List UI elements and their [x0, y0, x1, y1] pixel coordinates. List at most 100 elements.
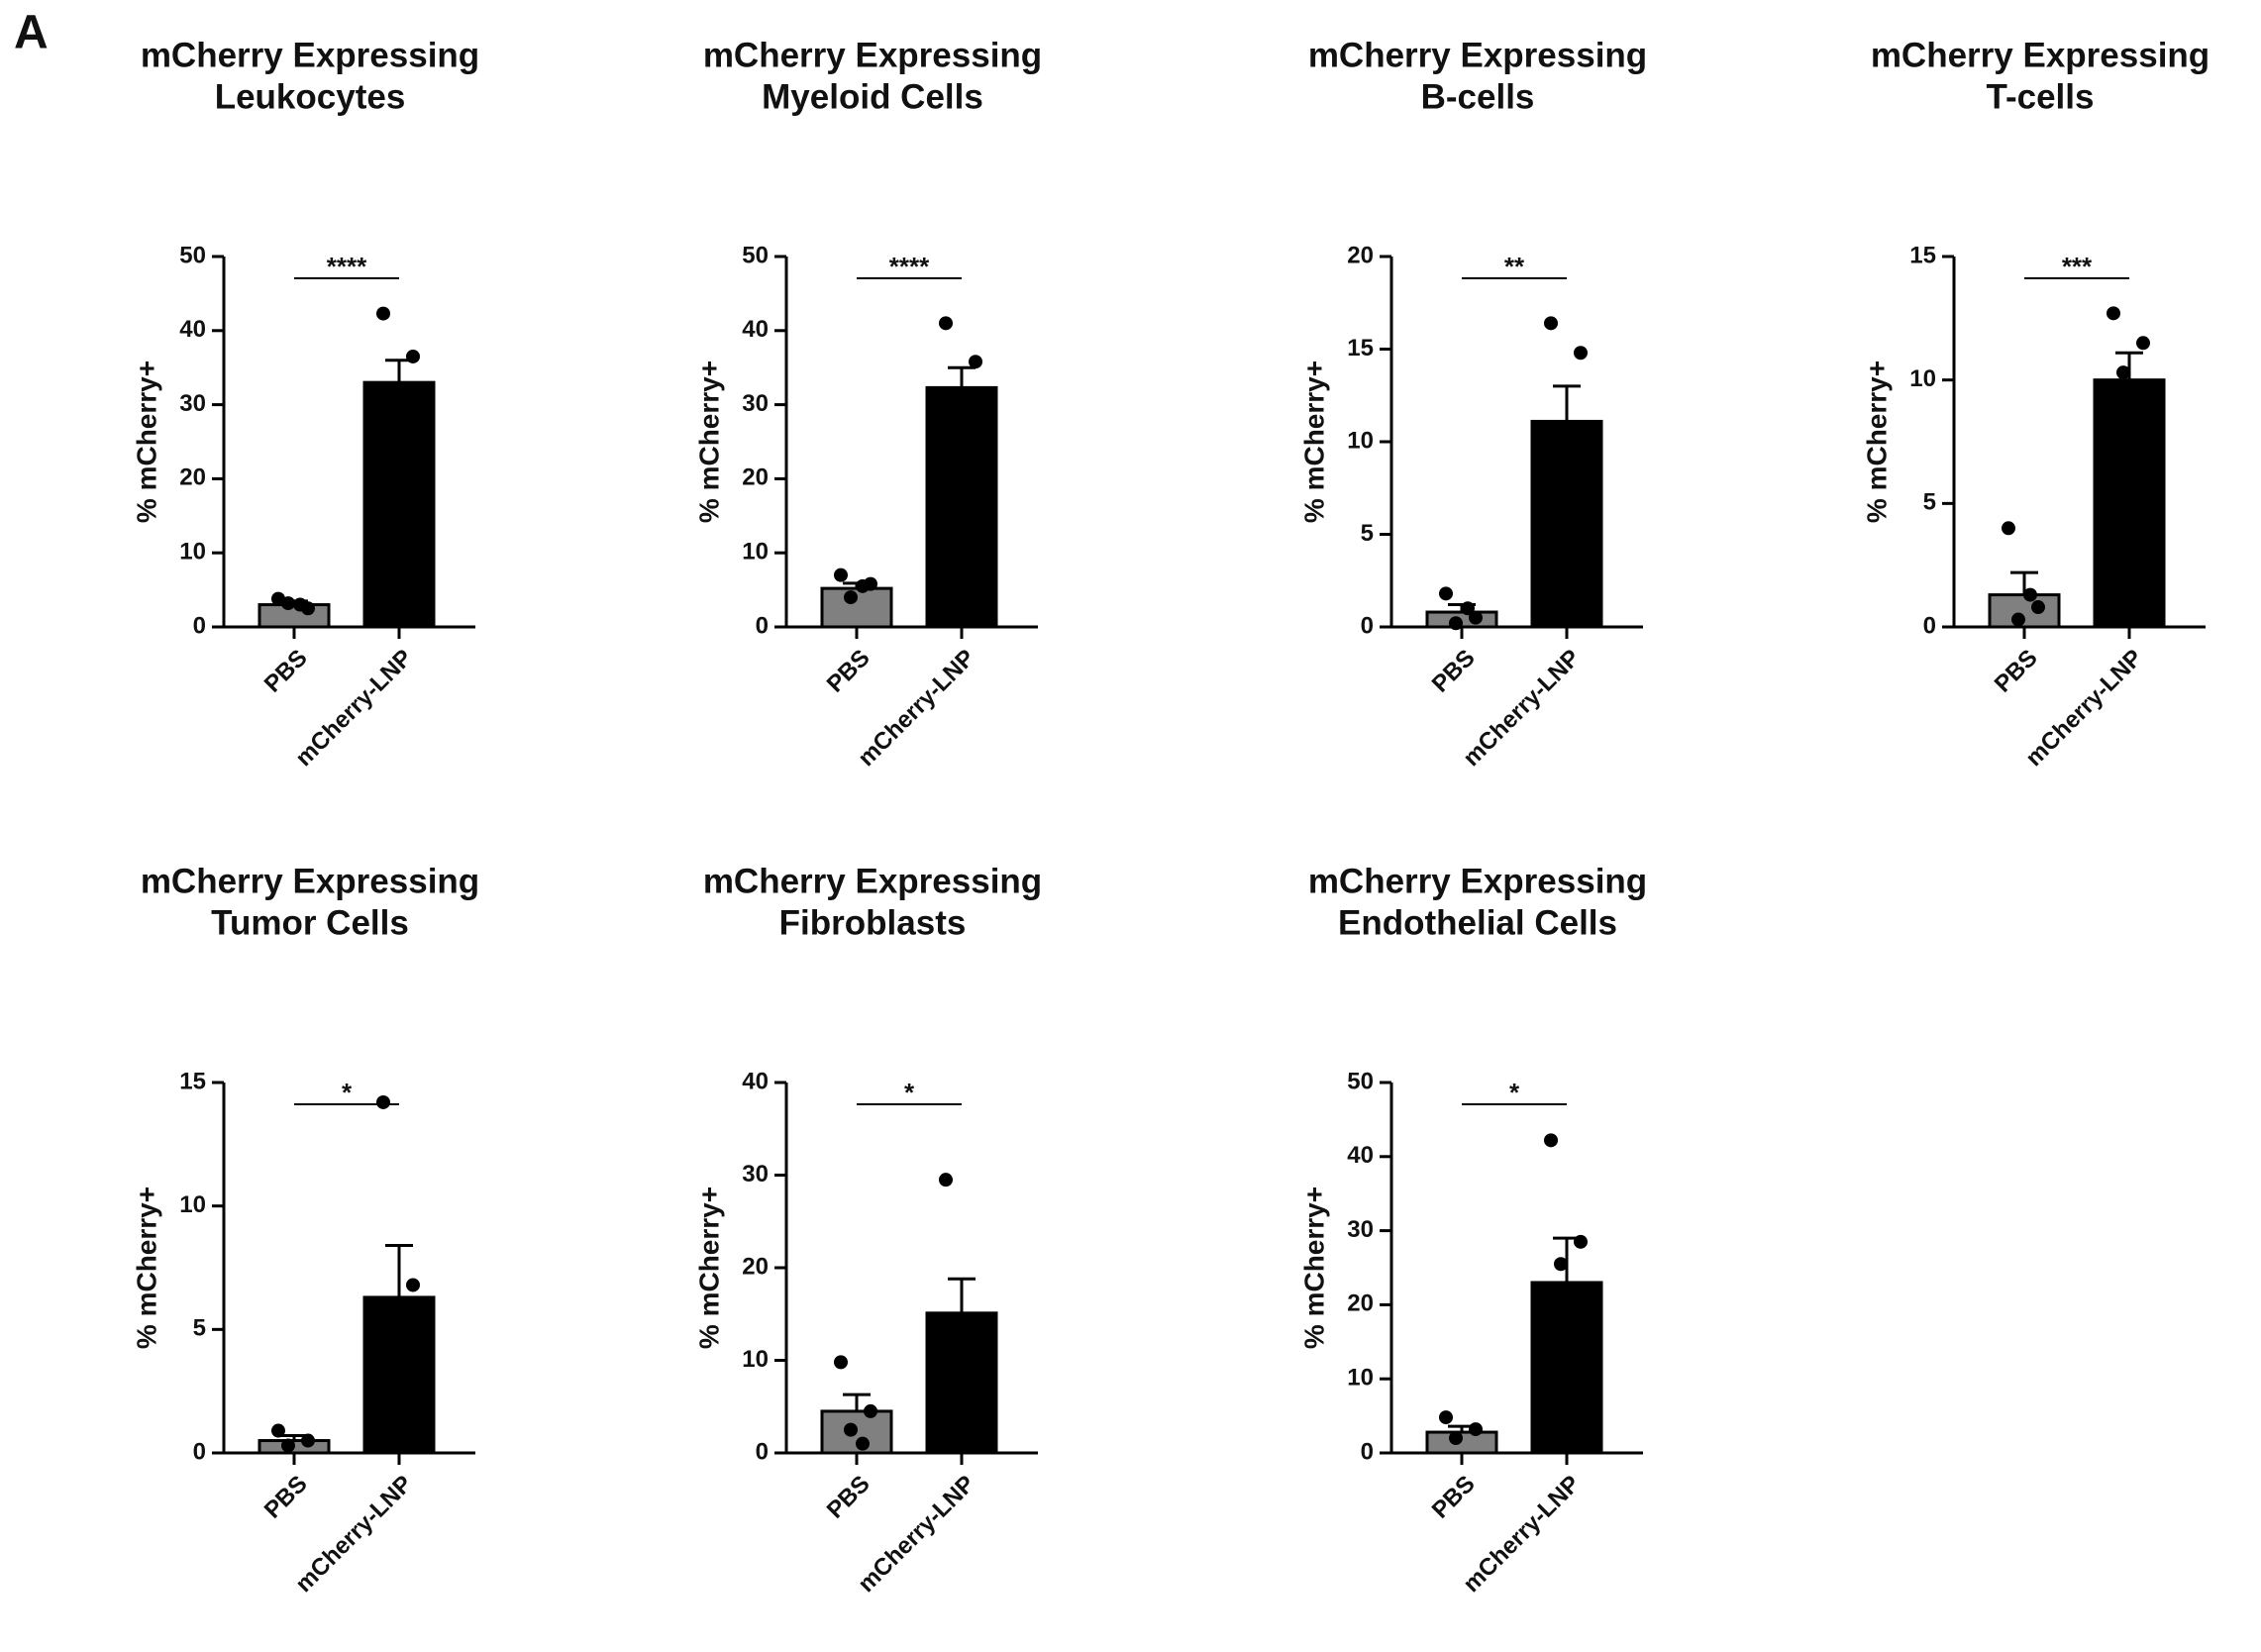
error-bar: [843, 1393, 871, 1411]
data-point: [2116, 365, 2130, 380]
y-tick-label: 30: [742, 390, 769, 417]
data-point: [2107, 306, 2120, 321]
y-axis-label: % mCherry+: [693, 361, 724, 523]
chart-title: mCherry Expressing: [141, 36, 479, 74]
significance-label: ****: [889, 252, 930, 281]
x-tick-label: PBS: [259, 1471, 313, 1524]
data-point: [2002, 521, 2015, 536]
data-point: [281, 596, 295, 611]
y-tick-label: 10: [179, 539, 206, 566]
y-tick-label: 5: [1923, 489, 1936, 516]
chart-title: mCherry Expressing: [703, 36, 1042, 74]
data-point: [844, 1422, 858, 1437]
data-point: [2136, 336, 2150, 351]
y-tick-label: 50: [742, 242, 769, 268]
y-tick-label: 10: [1347, 1365, 1374, 1392]
chart-title: mCherry Expressing: [1308, 36, 1647, 74]
y-tick-label: 50: [179, 242, 206, 268]
y-tick-label: 40: [1347, 1142, 1374, 1169]
y-tick-label: 10: [179, 1191, 206, 1218]
y-tick-label: 20: [179, 465, 206, 491]
y-tick-label: 15: [1909, 242, 1936, 268]
y-tick-label: 5: [1361, 520, 1374, 547]
data-point: [834, 568, 848, 582]
y-axis-label: % mCherry+: [1298, 361, 1329, 523]
y-tick-label: 20: [1347, 242, 1374, 268]
data-point: [1574, 346, 1588, 361]
data-point: [939, 316, 953, 331]
data-point: [856, 1436, 870, 1451]
data-point: [2011, 612, 2025, 627]
y-tick-label: 0: [756, 612, 769, 639]
data-point: [834, 1355, 848, 1370]
y-axis-label: % mCherry+: [131, 361, 161, 523]
significance-label: **: [1504, 252, 1525, 281]
y-tick-label: 0: [1923, 612, 1936, 639]
data-point: [2023, 587, 2037, 602]
data-point: [1439, 1410, 1453, 1425]
chart-title: Myeloid Cells: [762, 77, 983, 116]
y-axis-label: % mCherry+: [1298, 1187, 1329, 1349]
chart-title: Tumor Cells: [211, 903, 409, 942]
bar: [1530, 419, 1603, 629]
y-tick-label: 20: [1347, 1291, 1374, 1317]
data-point: [1544, 1133, 1558, 1148]
data-point: [969, 355, 982, 369]
bar: [1530, 1281, 1603, 1455]
y-tick-label: 30: [179, 390, 206, 417]
data-point: [1469, 610, 1483, 625]
y-tick-label: 10: [1347, 427, 1374, 454]
error-bar: [1553, 384, 1581, 422]
data-point: [301, 1433, 315, 1448]
data-point: [376, 1094, 390, 1109]
chart-title: Leukocytes: [215, 77, 406, 116]
bar: [2093, 378, 2166, 629]
bar: [925, 1311, 998, 1455]
chart-title: B-cells: [1421, 77, 1535, 116]
chart-title: Fibroblasts: [779, 903, 967, 942]
data-point: [1554, 1257, 1568, 1272]
y-axis-label: % mCherry+: [1861, 361, 1892, 523]
data-point: [856, 578, 870, 593]
error-bar: [948, 1277, 976, 1313]
data-point: [1544, 316, 1558, 331]
data-point: [1461, 601, 1475, 616]
bar: [362, 1295, 436, 1455]
y-tick-label: 30: [742, 1161, 769, 1187]
y-tick-label: 0: [193, 1438, 206, 1465]
y-tick-label: 20: [742, 1253, 769, 1280]
significance-label: ****: [327, 252, 367, 281]
y-tick-label: 10: [1909, 365, 1936, 392]
data-point: [1449, 616, 1463, 631]
x-tick-label: PBS: [1427, 1471, 1481, 1524]
data-point: [2031, 600, 2045, 615]
y-tick-label: 10: [742, 1346, 769, 1373]
y-tick-label: 0: [756, 1438, 769, 1465]
error-bar: [2010, 570, 2038, 595]
data-point: [281, 1438, 295, 1453]
data-point: [1574, 1234, 1588, 1249]
chart-title: mCherry Expressing: [1308, 862, 1647, 900]
y-tick-label: 15: [1347, 335, 1374, 361]
y-axis-label: % mCherry+: [131, 1187, 161, 1349]
data-point: [844, 590, 858, 605]
y-tick-label: 40: [179, 316, 206, 343]
chart-title: T-cells: [1987, 77, 2095, 116]
x-tick-label: PBS: [1990, 645, 2043, 698]
chart-title: mCherry Expressing: [141, 862, 479, 900]
chart-title: mCherry Expressing: [1871, 36, 2210, 74]
significance-label: ***: [2062, 252, 2093, 281]
bar: [925, 385, 998, 629]
data-point: [864, 1403, 877, 1418]
error-bar: [948, 365, 976, 388]
error-bar: [385, 359, 413, 383]
y-tick-label: 20: [742, 465, 769, 491]
y-tick-label: 0: [1361, 612, 1374, 639]
